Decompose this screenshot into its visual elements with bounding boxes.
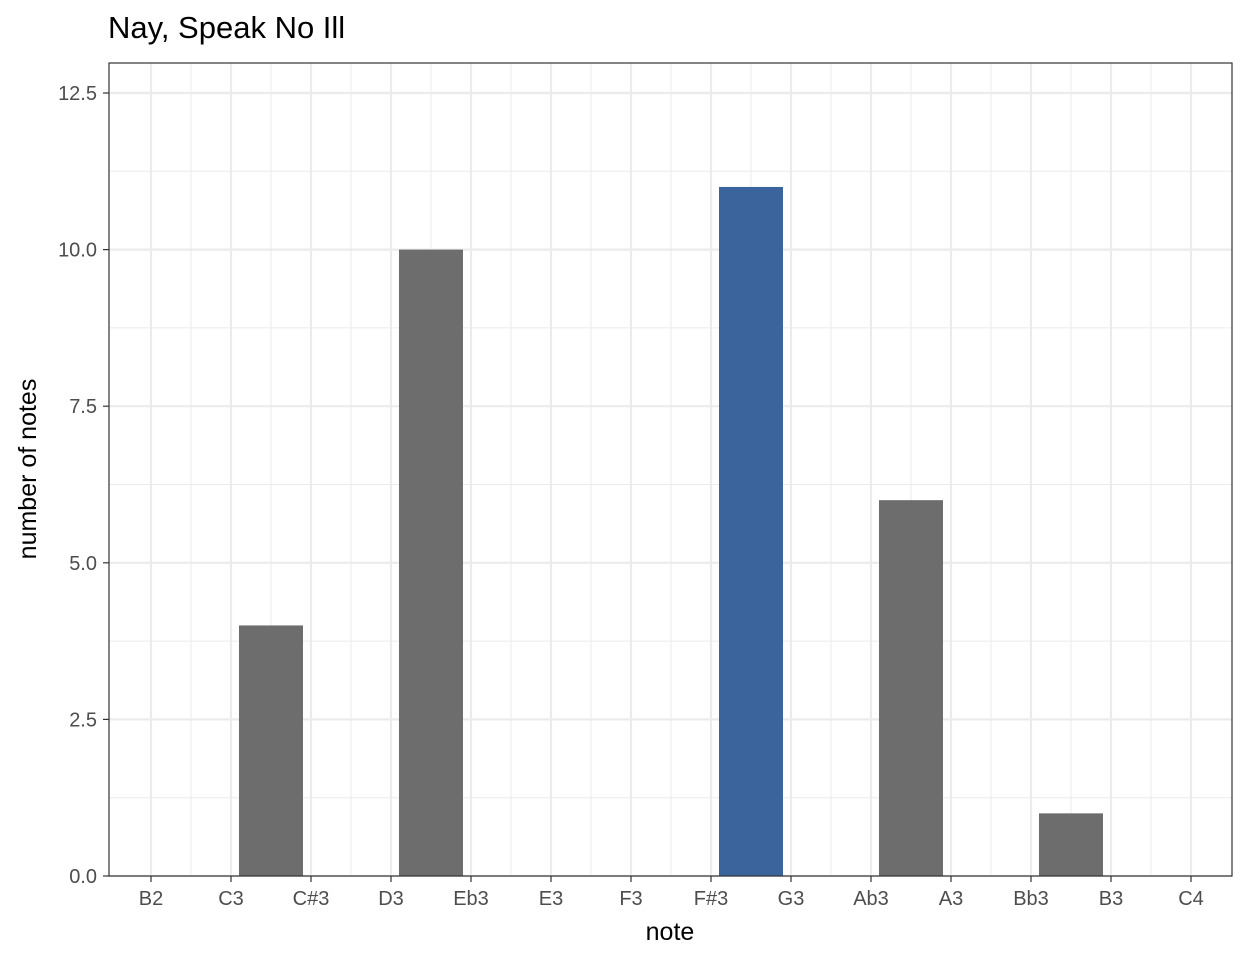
- x-tick-label: Eb3: [453, 888, 489, 910]
- x-tick-label: A3: [939, 888, 963, 910]
- y-tick-label: 10.0: [58, 240, 97, 262]
- x-tick-label: D3: [378, 888, 404, 910]
- x-tick-label: F#3: [694, 888, 728, 910]
- y-axis-title: number of notes: [14, 379, 42, 560]
- x-tick-label: F3: [619, 888, 642, 910]
- x-tick-label: B2: [139, 888, 163, 910]
- bar: [239, 625, 303, 876]
- x-tick-label: Bb3: [1013, 888, 1049, 910]
- x-tick-label: G3: [778, 888, 805, 910]
- bar: [719, 186, 783, 876]
- x-tick-label: Ab3: [853, 888, 889, 910]
- y-tick-label: 7.5: [69, 396, 97, 418]
- x-tick-label: C#3: [293, 888, 330, 910]
- x-axis: B2 C3 C#3 D3 Eb3 E3 F3 F#3 G3 Ab3 A3 Bb3 B3 C4: [139, 876, 1204, 910]
- x-tick-label: B3: [1099, 888, 1123, 910]
- plot-border: [108, 62, 1233, 877]
- bar: [879, 500, 943, 876]
- bar: [399, 249, 463, 877]
- y-tick-label: 2.5: [69, 709, 97, 731]
- x-axis-title: note: [646, 918, 695, 946]
- y-tick-label: 12.5: [58, 83, 97, 105]
- bars: [239, 186, 1103, 877]
- x-tick-label: C3: [218, 888, 244, 910]
- y-tick-label: 0.0: [69, 866, 97, 888]
- x-tick-label: E3: [539, 888, 563, 910]
- y-axis: 0.0 2.5 5.0 7.5 10.0 12.5: [58, 83, 109, 888]
- y-tick-label: 5.0: [69, 553, 97, 575]
- minor-gridlines: [109, 63, 1232, 876]
- x-tick-label: C4: [1178, 888, 1204, 910]
- chart-title: Nay, Speak No Ill: [108, 10, 346, 45]
- bar: [1039, 813, 1103, 876]
